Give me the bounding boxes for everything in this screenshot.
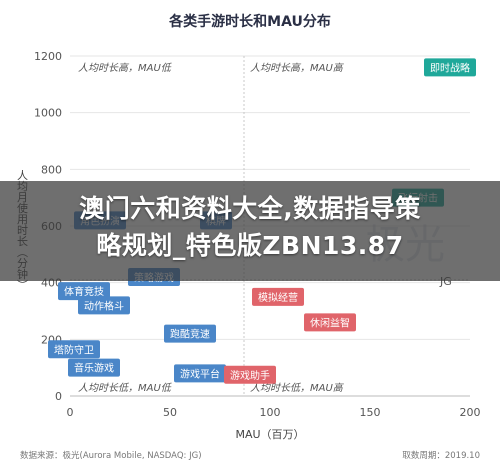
data-point: 塔防守卫 bbox=[48, 340, 100, 359]
quadrant-label-bottom-left: 人均时长低，MAU低 bbox=[78, 382, 173, 394]
data-point-label: 模拟经营 bbox=[258, 291, 298, 304]
data-point-label: 体育竞技 bbox=[64, 285, 104, 298]
data-point-label: 动作格斗 bbox=[84, 299, 124, 312]
data-point: 即时战略 bbox=[424, 58, 476, 77]
data-point-marker bbox=[252, 287, 304, 306]
data-point-label: 游戏助手 bbox=[230, 369, 270, 382]
y-tick-label: 0 bbox=[55, 390, 62, 403]
x-tick-label: 100 bbox=[260, 406, 281, 419]
y-tick-label: 1200 bbox=[34, 50, 62, 63]
text-overlay-band bbox=[0, 181, 500, 281]
data-point-marker bbox=[164, 324, 216, 343]
data-point-label: 跑酷竞速 bbox=[170, 328, 210, 341]
y-tick-label: 1000 bbox=[34, 107, 62, 120]
data-point-marker bbox=[304, 313, 356, 332]
data-point-label: 即时战略 bbox=[430, 61, 470, 74]
data-point-marker bbox=[424, 58, 476, 77]
data-point: 音乐游戏 bbox=[68, 358, 120, 377]
x-tick-label: 0 bbox=[67, 406, 74, 419]
quadrant-label-top-left: 人均时长高，MAU低 bbox=[78, 62, 173, 74]
x-axis-ticks: 0 50 100 150 200 bbox=[67, 406, 481, 419]
data-point-label: 塔防守卫 bbox=[54, 343, 94, 356]
data-point: 休闲益智 bbox=[304, 313, 356, 332]
x-tick-label: 50 bbox=[163, 406, 177, 419]
data-point-label: 休闲益智 bbox=[310, 316, 350, 329]
data-point-marker bbox=[78, 296, 130, 315]
data-point-marker bbox=[224, 365, 276, 384]
overlay-line-1: 澳门六和资料大全,数据指导策 bbox=[79, 194, 421, 223]
data-point: 模拟经营 bbox=[252, 287, 304, 306]
data-point: 游戏平台 bbox=[174, 364, 226, 383]
data-point-marker bbox=[174, 364, 226, 383]
data-point: 体育竞技 bbox=[58, 282, 110, 301]
data-point: 游戏助手 bbox=[224, 365, 276, 384]
source-note: 数据来源：极光(Aurora Mobile, NASDAQ: JG) bbox=[20, 450, 202, 461]
chart-title: 各类手游时长和MAU分布 bbox=[168, 13, 331, 30]
x-axis-label: MAU（百万） bbox=[235, 428, 304, 441]
data-point: 动作格斗 bbox=[78, 296, 130, 315]
overlay-line-2: 略规划_特色版ZBN13.87 bbox=[96, 231, 404, 260]
quadrant-label-bottom-right: 人均时长低，MAU高 bbox=[250, 382, 345, 394]
quadrant-label-top-right: 人均时长高，MAU高 bbox=[250, 62, 345, 74]
data-point-marker bbox=[68, 358, 120, 377]
x-tick-label: 200 bbox=[460, 406, 481, 419]
data-point-marker bbox=[58, 282, 110, 301]
y-tick-label: 800 bbox=[41, 163, 62, 176]
data-point-marker bbox=[48, 340, 100, 359]
x-tick-label: 150 bbox=[360, 406, 381, 419]
data-point-label: 音乐游戏 bbox=[74, 362, 114, 375]
period-note: 取数周期：2019.10 bbox=[402, 450, 480, 461]
data-point-label: 游戏平台 bbox=[180, 367, 220, 380]
data-point: 跑酷竞速 bbox=[164, 324, 216, 343]
overlay-headline[interactable]: 澳门六和资料大全,数据指导策 略规划_特色版ZBN13.87 bbox=[0, 190, 500, 264]
